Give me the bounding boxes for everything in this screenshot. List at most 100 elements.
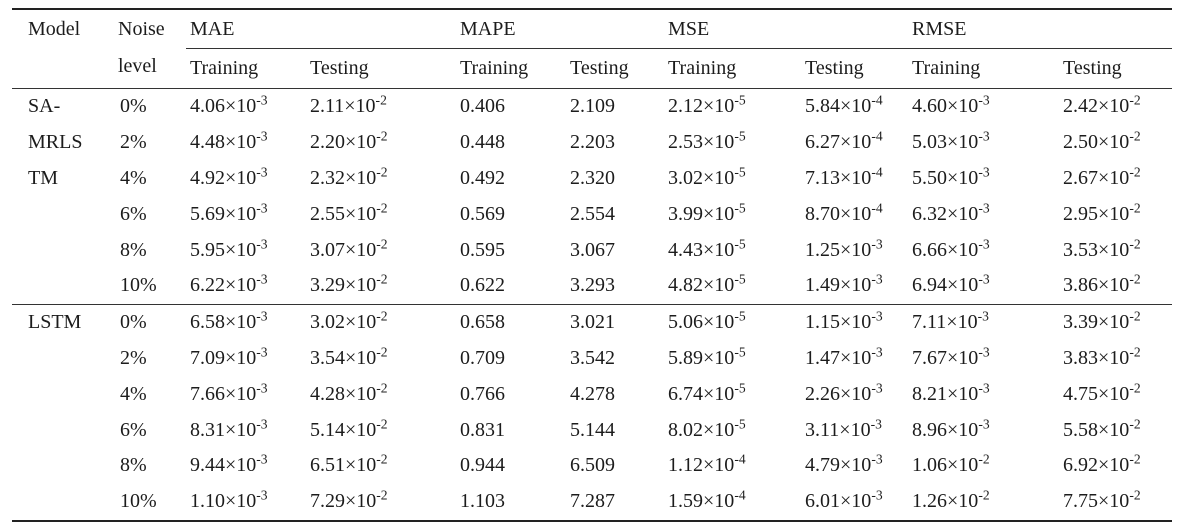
metric-value-cell: 2.11×10-2	[310, 92, 387, 118]
metric-value-cell: 3.39×10-2	[1059, 303, 1173, 341]
table-row: 6% 5.69×10-3 2.55×10-2 0.569 2.554 3.99×10-5 8…	[12, 196, 1172, 232]
table-row: 10% 1.10×10-3 7.29×10-2 1.103 7.287 1.59×10-4…	[12, 484, 1172, 521]
table-row: LSTM 0% 6.58×10-3 3.02×10-2 0.658 3.021 5.06×1…	[12, 303, 1173, 521]
metric-value-cell: 3.02×10-2	[306, 303, 457, 341]
metric-value-cell: 7.67×10-3	[912, 344, 990, 369]
noise-level-cell: 10%	[120, 274, 157, 297]
metric-value-cell: 5.14×10-2	[310, 415, 388, 441]
metric-value-cell: 7.287	[570, 490, 616, 513]
col-header-model-label: Model	[28, 18, 81, 40]
table-body: SA- MRLS TM 0% 4.06×10-3 2.11×10-2 0.406 2.109 2…	[12, 89, 1173, 521]
subheader-mae-testing: Testing	[306, 48, 457, 89]
table-row: 2% 7.09×10-3 3.54×10-2 0.709 3.542 5.89×10-5 1…	[12, 341, 1172, 377]
metric-value-cell: 2.26×10-3	[805, 380, 883, 405]
metric-value-cell: 5.95×10-3	[190, 235, 268, 261]
subheader-mse-testing: Testing	[801, 48, 909, 89]
metric-value-cell: 7.29×10-2	[310, 487, 388, 513]
metric-value-cell: 4.278	[570, 382, 616, 405]
metric-value-cell: 2.95×10-2	[1063, 200, 1141, 225]
metric-value-cell: 4.60×10-3	[912, 92, 990, 118]
metric-value-cell: 3.11×10-3	[805, 415, 882, 441]
metric-value-cell: 3.07×10-2	[310, 235, 388, 261]
metric-value-cell: 5.89×10-5	[668, 344, 746, 369]
metric-value-cell: 5.58×10-2	[1063, 415, 1141, 441]
subheader-rmse-training: Training	[908, 48, 1060, 89]
metric-value-cell: 1.59×10-4	[668, 487, 746, 513]
metric-value-cell: 1.06×10-2	[912, 451, 990, 477]
metric-value-cell: 3.83×10-2	[1063, 344, 1141, 369]
table-row: 4% 7.66×10-3 4.28×10-2 0.766 4.278 6.74×10-5 2…	[12, 376, 1172, 412]
metric-value-cell: 2.42×10-2	[1063, 92, 1141, 118]
noise-level-cell: 4%	[120, 166, 147, 189]
noise-level-cell: 8%	[120, 454, 147, 477]
noise-level-cell: 2%	[120, 131, 147, 154]
noise-level-cell: 8%	[120, 238, 147, 261]
noise-level-cell: 4%	[120, 382, 147, 405]
noise-label-line2: level	[118, 55, 157, 77]
noise-level-cell: 6%	[120, 202, 147, 225]
metric-value-cell: 7.13×10-4	[805, 164, 883, 189]
metric-value-cell: 4.92×10-3	[190, 164, 268, 189]
metric-value-cell: 4.79×10-3	[805, 451, 883, 477]
metric-value-cell: 3.99×10-5	[668, 200, 746, 225]
metrics-table: Model Noise level MAE MAPE MSE RMSE Trai…	[12, 8, 1173, 522]
header-group-row: Model Noise level MAE MAPE MSE RMSE	[12, 9, 1173, 89]
subheader-mae-training: Training	[186, 48, 306, 89]
metric-value-cell: 3.86×10-2	[1063, 271, 1141, 297]
metric-value-cell: 6.01×10-3	[805, 487, 883, 513]
metric-value-cell: 1.49×10-3	[805, 271, 883, 297]
metric-value-cell: 6.66×10-3	[912, 235, 990, 261]
metric-value-cell: 1.12×10-4	[668, 451, 746, 477]
metric-value-cell: 3.53×10-2	[1063, 235, 1141, 261]
metric-value-cell: 3.021	[566, 303, 665, 341]
metric-value-cell: 3.02×10-5	[668, 164, 746, 189]
metric-value-cell: 2.53×10-5	[668, 128, 746, 154]
metric-value-cell: 5.06×10-5	[664, 303, 802, 341]
metric-value-cell: 1.26×10-2	[912, 487, 990, 513]
col-header-noise-level: Noise level	[114, 9, 186, 89]
metric-value-cell: 0.709	[460, 346, 506, 369]
metric-value-cell: 2.203	[570, 131, 616, 154]
metric-value-cell: 6.27×10-4	[805, 128, 883, 154]
subheader-mape-testing: Testing	[566, 48, 665, 89]
metric-value-cell: 6.509	[570, 454, 616, 477]
metric-value-cell: 6.32×10-3	[912, 200, 990, 225]
metric-value-cell: 0.595	[460, 238, 506, 261]
model-name-line: LSTM	[28, 310, 82, 333]
metric-value-cell: 7.75×10-2	[1063, 487, 1141, 513]
metric-value-cell: 0.448	[460, 131, 506, 154]
metric-value-cell: 2.50×10-2	[1063, 128, 1141, 154]
model-name-line: MRLS	[28, 130, 83, 153]
metric-value-cell: 6.92×10-2	[1063, 451, 1141, 477]
metric-value-cell: 3.54×10-2	[310, 344, 388, 369]
metric-value-cell: 2.12×10-5	[668, 92, 746, 118]
table-row: 4% 4.92×10-3 2.32×10-2 0.492 2.320 3.02×10-5 7…	[12, 161, 1172, 197]
table-row: 8% 5.95×10-3 3.07×10-2 0.595 3.067 4.43×10-5 1…	[12, 232, 1172, 268]
metric-value-cell: 3.542	[570, 346, 616, 369]
table-row: 6% 8.31×10-3 5.14×10-2 0.831 5.144 8.02×10-5 3…	[12, 412, 1172, 448]
noise-level-cell: 2%	[120, 346, 147, 369]
metric-value-cell: 4.06×10-3	[190, 92, 268, 118]
metric-value-cell: 1.10×10-3	[190, 487, 268, 513]
col-group-mae: MAE	[186, 9, 457, 49]
subheader-mse-training: Training	[664, 48, 802, 89]
metric-value-cell: 7.09×10-3	[190, 344, 268, 369]
noise-level-cell: 0%	[114, 303, 186, 341]
metric-value-cell: 2.320	[570, 166, 616, 189]
col-group-rmse: RMSE	[908, 9, 1173, 49]
metric-value-cell: 2.109	[570, 95, 616, 118]
metric-value-cell: 2.55×10-2	[310, 200, 388, 225]
metric-value-cell: 0.658	[456, 303, 567, 341]
metric-value-cell: 8.02×10-5	[668, 415, 746, 441]
metric-value-cell: 1.47×10-3	[805, 344, 883, 369]
metric-value-cell: 8.96×10-3	[912, 415, 990, 441]
metric-value-cell: 6.58×10-3	[186, 303, 306, 341]
subheader-mape-training: Training	[456, 48, 567, 89]
metric-value-cell: 6.51×10-2	[310, 451, 388, 477]
header-sub-row: Training Testing Training Testing Traini…	[12, 48, 1173, 89]
metric-value-cell: 0.944	[460, 454, 506, 477]
metric-value-cell: 1.103	[460, 490, 506, 513]
table-header: Model Noise level MAE MAPE MSE RMSE Trai…	[12, 9, 1173, 89]
metric-value-cell: 2.67×10-2	[1063, 164, 1141, 189]
